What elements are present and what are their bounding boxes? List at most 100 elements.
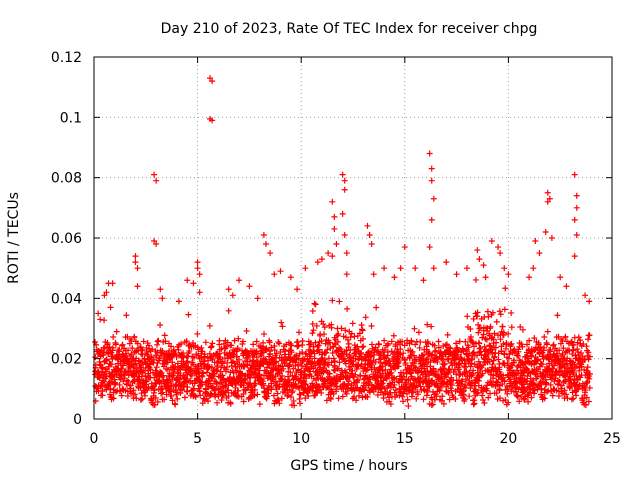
data-point	[184, 358, 191, 365]
data-point	[150, 356, 157, 363]
data-point	[113, 328, 120, 335]
data-point	[520, 361, 527, 368]
data-point	[486, 342, 493, 349]
data-point	[294, 286, 301, 293]
data-point	[152, 394, 159, 401]
data-point	[443, 259, 450, 266]
data-point	[427, 359, 434, 366]
data-point	[536, 250, 543, 257]
data-point	[262, 241, 269, 248]
y-tick-label: 0	[73, 412, 82, 428]
data-point	[491, 353, 498, 360]
data-point	[327, 395, 334, 402]
data-point	[208, 343, 215, 350]
data-point	[433, 368, 440, 375]
data-point	[297, 400, 303, 407]
data-point	[497, 311, 504, 318]
data-point	[431, 396, 438, 403]
data-point	[312, 362, 319, 369]
data-point	[477, 348, 484, 355]
data-point	[441, 361, 448, 368]
data-point	[359, 335, 366, 342]
data-point	[150, 389, 157, 396]
data-point	[295, 329, 302, 336]
data-point	[341, 177, 348, 184]
data-point	[151, 387, 158, 394]
data-point	[143, 349, 150, 356]
data-point	[561, 387, 568, 394]
data-point	[229, 292, 236, 299]
data-point	[134, 340, 141, 347]
data-point	[144, 387, 151, 394]
data-point	[453, 340, 460, 347]
data-point	[470, 315, 477, 322]
data-point	[431, 342, 438, 349]
data-point	[311, 300, 318, 307]
data-point	[153, 341, 160, 348]
data-point	[228, 359, 235, 366]
data-point	[465, 344, 472, 351]
data-point	[348, 330, 355, 337]
data-point	[312, 301, 319, 308]
data-point	[429, 401, 436, 408]
data-point	[586, 384, 593, 391]
data-point	[395, 363, 402, 370]
data-point	[566, 357, 573, 364]
data-point	[359, 344, 366, 351]
data-point	[504, 360, 511, 367]
data-point	[486, 358, 493, 365]
data-point	[401, 244, 408, 251]
data-point	[494, 379, 501, 386]
data-point	[228, 342, 235, 349]
data-point	[313, 322, 320, 329]
data-point	[476, 256, 483, 263]
data-point	[425, 340, 432, 347]
data-point	[381, 337, 388, 344]
data-point	[198, 381, 205, 388]
data-point	[538, 385, 545, 392]
data-point	[496, 308, 503, 315]
data-point	[148, 396, 155, 403]
data-point	[151, 401, 158, 408]
data-point	[474, 247, 481, 254]
data-point	[260, 380, 267, 387]
data-point	[559, 390, 566, 397]
data-point	[524, 373, 531, 380]
data-point	[382, 366, 389, 373]
data-point	[333, 386, 340, 393]
data-point	[318, 256, 325, 263]
data-point	[321, 324, 328, 331]
data-point	[484, 382, 491, 389]
data-point	[444, 331, 451, 338]
data-point	[333, 241, 340, 248]
data-point	[501, 306, 508, 313]
data-point	[276, 400, 283, 407]
data-point	[152, 367, 159, 374]
data-point	[92, 354, 99, 361]
data-point	[424, 388, 431, 395]
data-point	[227, 400, 234, 407]
data-point	[218, 396, 225, 403]
data-point	[172, 401, 179, 408]
data-point	[380, 395, 387, 402]
data-point	[472, 380, 479, 387]
data-point	[526, 337, 533, 344]
data-point	[139, 346, 146, 353]
data-point	[314, 259, 321, 266]
data-point	[586, 332, 593, 339]
data-point	[446, 396, 453, 403]
data-point	[351, 393, 358, 400]
data-point	[103, 356, 110, 363]
data-point	[271, 271, 278, 278]
data-point	[309, 307, 316, 314]
data-point	[324, 346, 331, 353]
data-point	[415, 329, 422, 336]
data-point	[206, 322, 213, 329]
data-point	[151, 238, 158, 245]
data-point	[343, 369, 350, 376]
data-point	[250, 341, 257, 348]
data-point	[174, 360, 181, 367]
data-point	[153, 241, 160, 248]
data-point	[495, 356, 502, 363]
data-point	[299, 349, 306, 356]
